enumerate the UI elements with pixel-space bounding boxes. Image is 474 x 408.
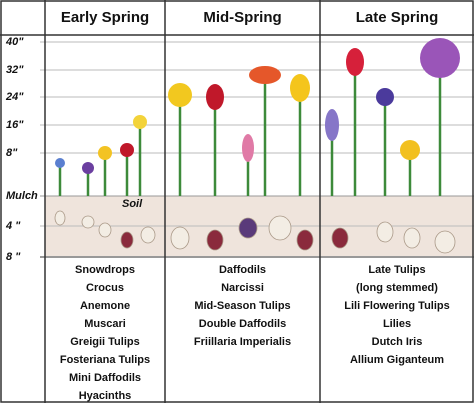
scale-label: Mulch: [6, 190, 38, 202]
plant-name: Daffodils: [219, 264, 266, 276]
plant-name: Lilies: [383, 318, 411, 330]
plant-name: Lili Flowering Tulips: [344, 300, 450, 312]
scale-label: 24": [5, 91, 24, 103]
plant-name: (long stemmed): [356, 282, 438, 294]
column-title: Late Spring: [356, 9, 439, 26]
plant-name: Narcissi: [221, 282, 264, 294]
plant-name: Hyacinths: [79, 390, 132, 402]
scale-label: 32": [6, 64, 24, 76]
scale-label: 8 ": [6, 251, 21, 263]
plant-name: Anemone: [80, 300, 130, 312]
plant-name: Mini Daffodils: [69, 372, 141, 384]
plant-name: Allium Giganteum: [350, 354, 444, 366]
plant-name: Crocus: [86, 282, 124, 294]
plant-name: Double Daffodils: [199, 318, 286, 330]
scale-label: 8": [6, 147, 18, 159]
plant-name: Snowdrops: [75, 264, 135, 276]
plant-name: Muscari: [84, 318, 126, 330]
plant-name: Greigii Tulips: [70, 336, 139, 348]
plant-name: Late Tulips: [368, 264, 425, 276]
scale-label: 40": [5, 36, 24, 48]
plant-name: Mid-Season Tulips: [194, 300, 290, 312]
scale-label: 4 ": [5, 220, 21, 232]
scale-label: 16": [6, 119, 24, 131]
flower-illustrations: [54, 38, 460, 254]
plant-name: Dutch Iris: [372, 336, 423, 348]
column-title: Mid-Spring: [203, 9, 281, 26]
soil-label: Soil: [122, 198, 143, 210]
plant-name: Friillaria Imperialis: [194, 336, 291, 348]
column-title: Early Spring: [61, 9, 149, 26]
plant-name: Fosteriana Tulips: [60, 354, 150, 366]
